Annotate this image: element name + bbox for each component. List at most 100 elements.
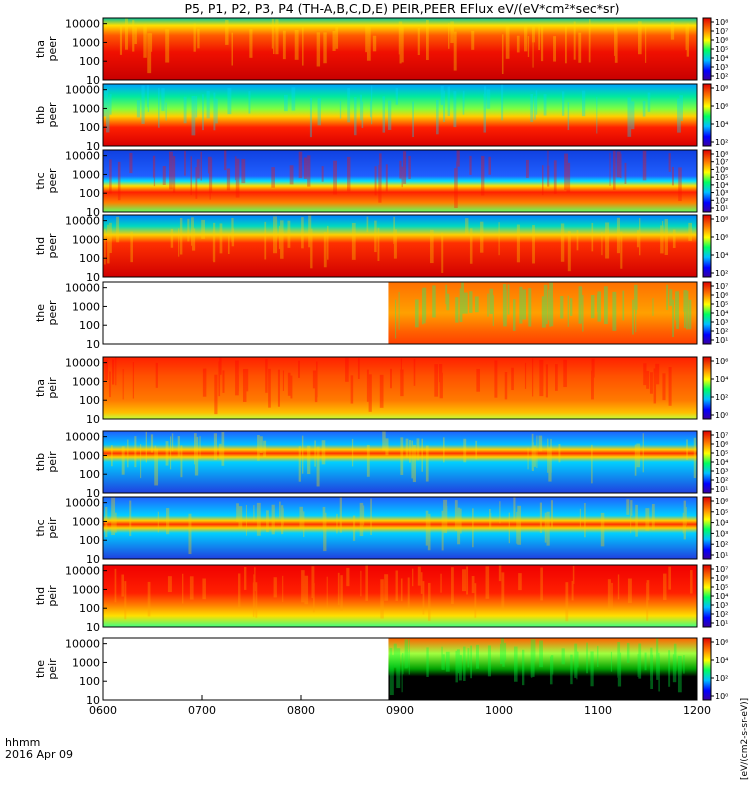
y-tick-label: 10000 [65,84,100,97]
x-tick-label: 1100 [584,704,612,717]
y-axis-label: thb [34,106,47,124]
y-tick-label: 10 [86,413,100,426]
y-tick-label: 10000 [65,565,100,578]
panel-frame [102,356,698,420]
y-tick-label: 100 [79,468,100,481]
panel-thd-peir: 10000 1000 100 10 thd peir 10⁷10⁶10⁵10⁴10³10²1… [34,564,728,634]
colorbar-tick-label: 10⁶ [715,638,728,647]
colorbar-tick-label: 10² [715,72,728,81]
colorbar-tick-label: 10² [715,540,728,549]
y-tick-label: 1000 [72,375,100,388]
panel-tha-peir: 10000 1000 100 10 tha peir 10⁶ 10⁴ 10² 10⁰ [34,356,728,426]
panel-frame [102,17,698,81]
spectrogram-image [103,18,697,80]
colorbar-tick-label: 10¹ [715,336,728,345]
y-axis-label: peer [46,102,59,128]
panel-frame [102,430,698,494]
colorbar-tick-label: 10⁶ [715,102,728,111]
colorbar-tick-label: 10⁸ [715,84,728,93]
y-tick-label: 100 [79,121,100,134]
spectrogram-streaks [109,150,682,209]
y-axis-label: peer [46,36,59,62]
colorbar-tick-label: 10³ [715,601,728,610]
y-tick-label: 100 [79,394,100,407]
spectrogram-image [103,150,697,212]
colorbar-tick-label: 10² [715,196,728,205]
y-tick-label: 100 [79,675,100,688]
y-tick-label: 10000 [65,357,100,370]
colorbar [702,430,712,494]
panel-thb-peir: 10000 1000 100 10 thb peir 10⁷10⁶10⁵10⁴10³10²1… [34,430,728,500]
colorbar [702,149,712,213]
panel-frame [102,149,698,213]
colorbar-units-label: [eV/(cm2-s-sr-eV)] [740,698,750,780]
y-tick-label: 1000 [72,233,100,246]
colorbar [702,281,712,345]
panel-thd-peer: 10000 1000 100 10 thd peer 10⁸ 10⁶ 10⁴ 10² [34,214,728,284]
y-tick-label: 100 [79,187,100,200]
colorbar-tick-label: 10⁵ [715,508,728,517]
colorbar-tick-label: 10⁵ [715,583,728,592]
colorbar-tick-label: 10³ [715,63,728,72]
y-axis-label: peer [46,168,59,194]
colorbar-tick-label: 10⁸ [715,150,728,159]
y-tick-label: 10 [86,140,100,153]
y-axis-label: peir [46,585,59,607]
spectrogram-streaks [104,215,692,273]
panel-frame [102,83,698,147]
y-axis-label: peer [46,300,59,326]
spectrogram-streaks [103,84,683,138]
colorbar-tick-label: 10² [715,674,728,683]
colorbar-tick-label: 10⁰ [715,411,728,420]
y-axis-label: peir [46,517,59,539]
colorbar-tick-label: 10³ [715,529,728,538]
y-tick-label: 100 [79,55,100,68]
colorbar-tick-label: 10² [715,138,728,147]
colorbar [702,356,712,420]
colorbar-tick-label: 10⁴ [715,519,728,528]
spectrogram-streaks [104,357,672,415]
colorbar [702,83,712,147]
y-tick-label: 10000 [65,638,100,651]
y-tick-label: 1000 [72,168,100,181]
y-tick-label: 10 [86,206,100,219]
y-tick-label: 10 [86,338,100,351]
colorbar-tick-label: 10⁵ [715,45,728,54]
spectrogram-streaks [114,565,693,622]
colorbar-tick-label: 10⁶ [715,233,728,242]
colorbar-tick-label: 10⁷ [715,565,728,574]
y-tick-label: 10 [86,74,100,87]
colorbar-tick-label: 10⁷ [715,282,728,291]
y-tick-label: 1000 [72,300,100,313]
spectrogram-image [103,565,697,627]
y-axis-label: thd [34,237,47,255]
panel-the-peer: 10000 1000 100 10 the peer 10⁷10⁶10⁵10⁴10³10²1… [34,281,728,351]
colorbar-tick-label: 10⁰ [715,692,728,701]
colorbar-tick-label: 10² [715,327,728,336]
y-tick-label: 1000 [72,36,100,49]
colorbar-tick-label: 10² [715,393,728,402]
colorbar-tick-label: 10⁶ [715,357,728,366]
y-axis-label: tha [34,40,47,58]
x-axis: 0600 0700 0800 0900 1000 1100 1200 [89,695,711,717]
spectrogram-image [103,84,697,146]
colorbar-tick-label: 10² [715,476,728,485]
y-tick-label: 10000 [65,215,100,228]
y-tick-label: 100 [79,602,100,615]
colorbar-tick-label: 10¹ [715,204,728,213]
y-tick-label: 1000 [72,656,100,669]
spectrogram-streaks [119,18,689,75]
colorbar-tick-label: 10³ [715,189,728,198]
spectrogram-image [103,431,697,493]
panel-frame [102,281,698,345]
x-tick-label: 0600 [89,704,117,717]
x-tick-label: 0800 [287,704,315,717]
colorbar-tick-label: 10⁶ [715,36,728,45]
colorbar-tick-label: 10⁴ [715,309,728,318]
colorbar-tick-label: 10⁵ [715,300,728,309]
colorbar-tick-label: 10⁷ [715,431,728,440]
colorbar [702,496,712,560]
y-tick-label: 1000 [72,515,100,528]
